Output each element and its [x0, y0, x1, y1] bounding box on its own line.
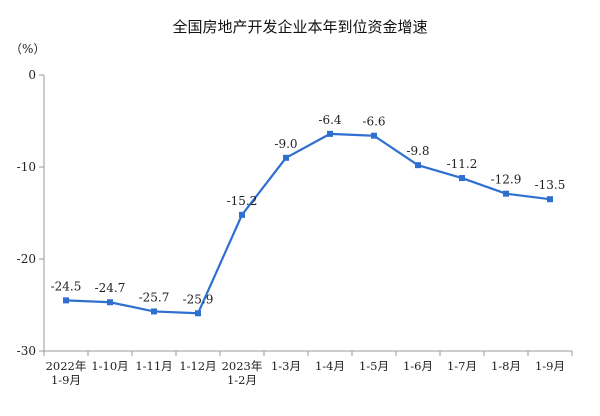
x-tick-label: 2022年 1-9月	[46, 359, 87, 387]
data-point	[195, 310, 201, 317]
x-tick-label: 1-4月	[315, 359, 345, 373]
data-label-layer: -24.5 -24.7 -25.7 -25.9 -15.2 -9.0 -6.4 -6.6 -9.…	[51, 113, 566, 306]
data-label: -15.2	[227, 194, 258, 208]
y-tick-label: -10	[17, 160, 36, 174]
data-label: -11.2	[447, 157, 478, 171]
data-label: -6.4	[318, 113, 342, 127]
x-tick-label: 1-5月	[359, 359, 389, 373]
y-tick-label: -20	[17, 252, 36, 266]
chart-title: 全国房地产开发企业本年到位资金增速	[172, 18, 427, 36]
data-point	[371, 132, 377, 139]
x-tick-label: 1-12月	[179, 359, 216, 373]
data-label: -6.6	[362, 115, 385, 129]
x-tick-label: 1-6月	[403, 359, 433, 373]
x-tick-label: 1-11月	[135, 359, 172, 373]
x-tick-label: 1-9月	[535, 359, 565, 373]
y-tick-label: 0	[28, 68, 36, 82]
x-tick-label: 1-3月	[271, 359, 301, 373]
x-tick-label: 1-7月	[447, 359, 477, 373]
data-label: -9.8	[406, 144, 429, 158]
data-label: -12.9	[491, 173, 522, 187]
data-label: -9.0	[274, 137, 297, 151]
data-label: -24.5	[51, 279, 82, 293]
data-point	[239, 211, 245, 218]
series-layer	[63, 130, 553, 317]
series-line	[65, 132, 551, 315]
data-label: -13.5	[535, 178, 566, 192]
data-label: -25.9	[183, 292, 214, 306]
data-point	[415, 162, 421, 169]
x-tick-label: 2023年 1-2月	[222, 359, 263, 387]
x-tick-label: 1-8月	[491, 359, 521, 373]
data-point	[459, 175, 465, 182]
y-tick-label: -30	[17, 344, 36, 358]
data-point	[151, 308, 157, 315]
data-label: -25.7	[139, 290, 170, 304]
data-point	[327, 130, 333, 137]
x-tick-label: 1-10月	[91, 359, 128, 373]
data-point	[107, 299, 113, 306]
data-point	[503, 190, 509, 197]
y-unit-label: （%）	[10, 42, 45, 56]
data-point	[283, 154, 289, 161]
data-point	[63, 297, 69, 304]
data-label: -24.7	[95, 281, 126, 295]
data-point	[547, 196, 553, 203]
axes: 0 -10 -20 -30 2022年 1-9月 1-10月 1-11月 1-12月 2023年 1…	[17, 68, 573, 387]
